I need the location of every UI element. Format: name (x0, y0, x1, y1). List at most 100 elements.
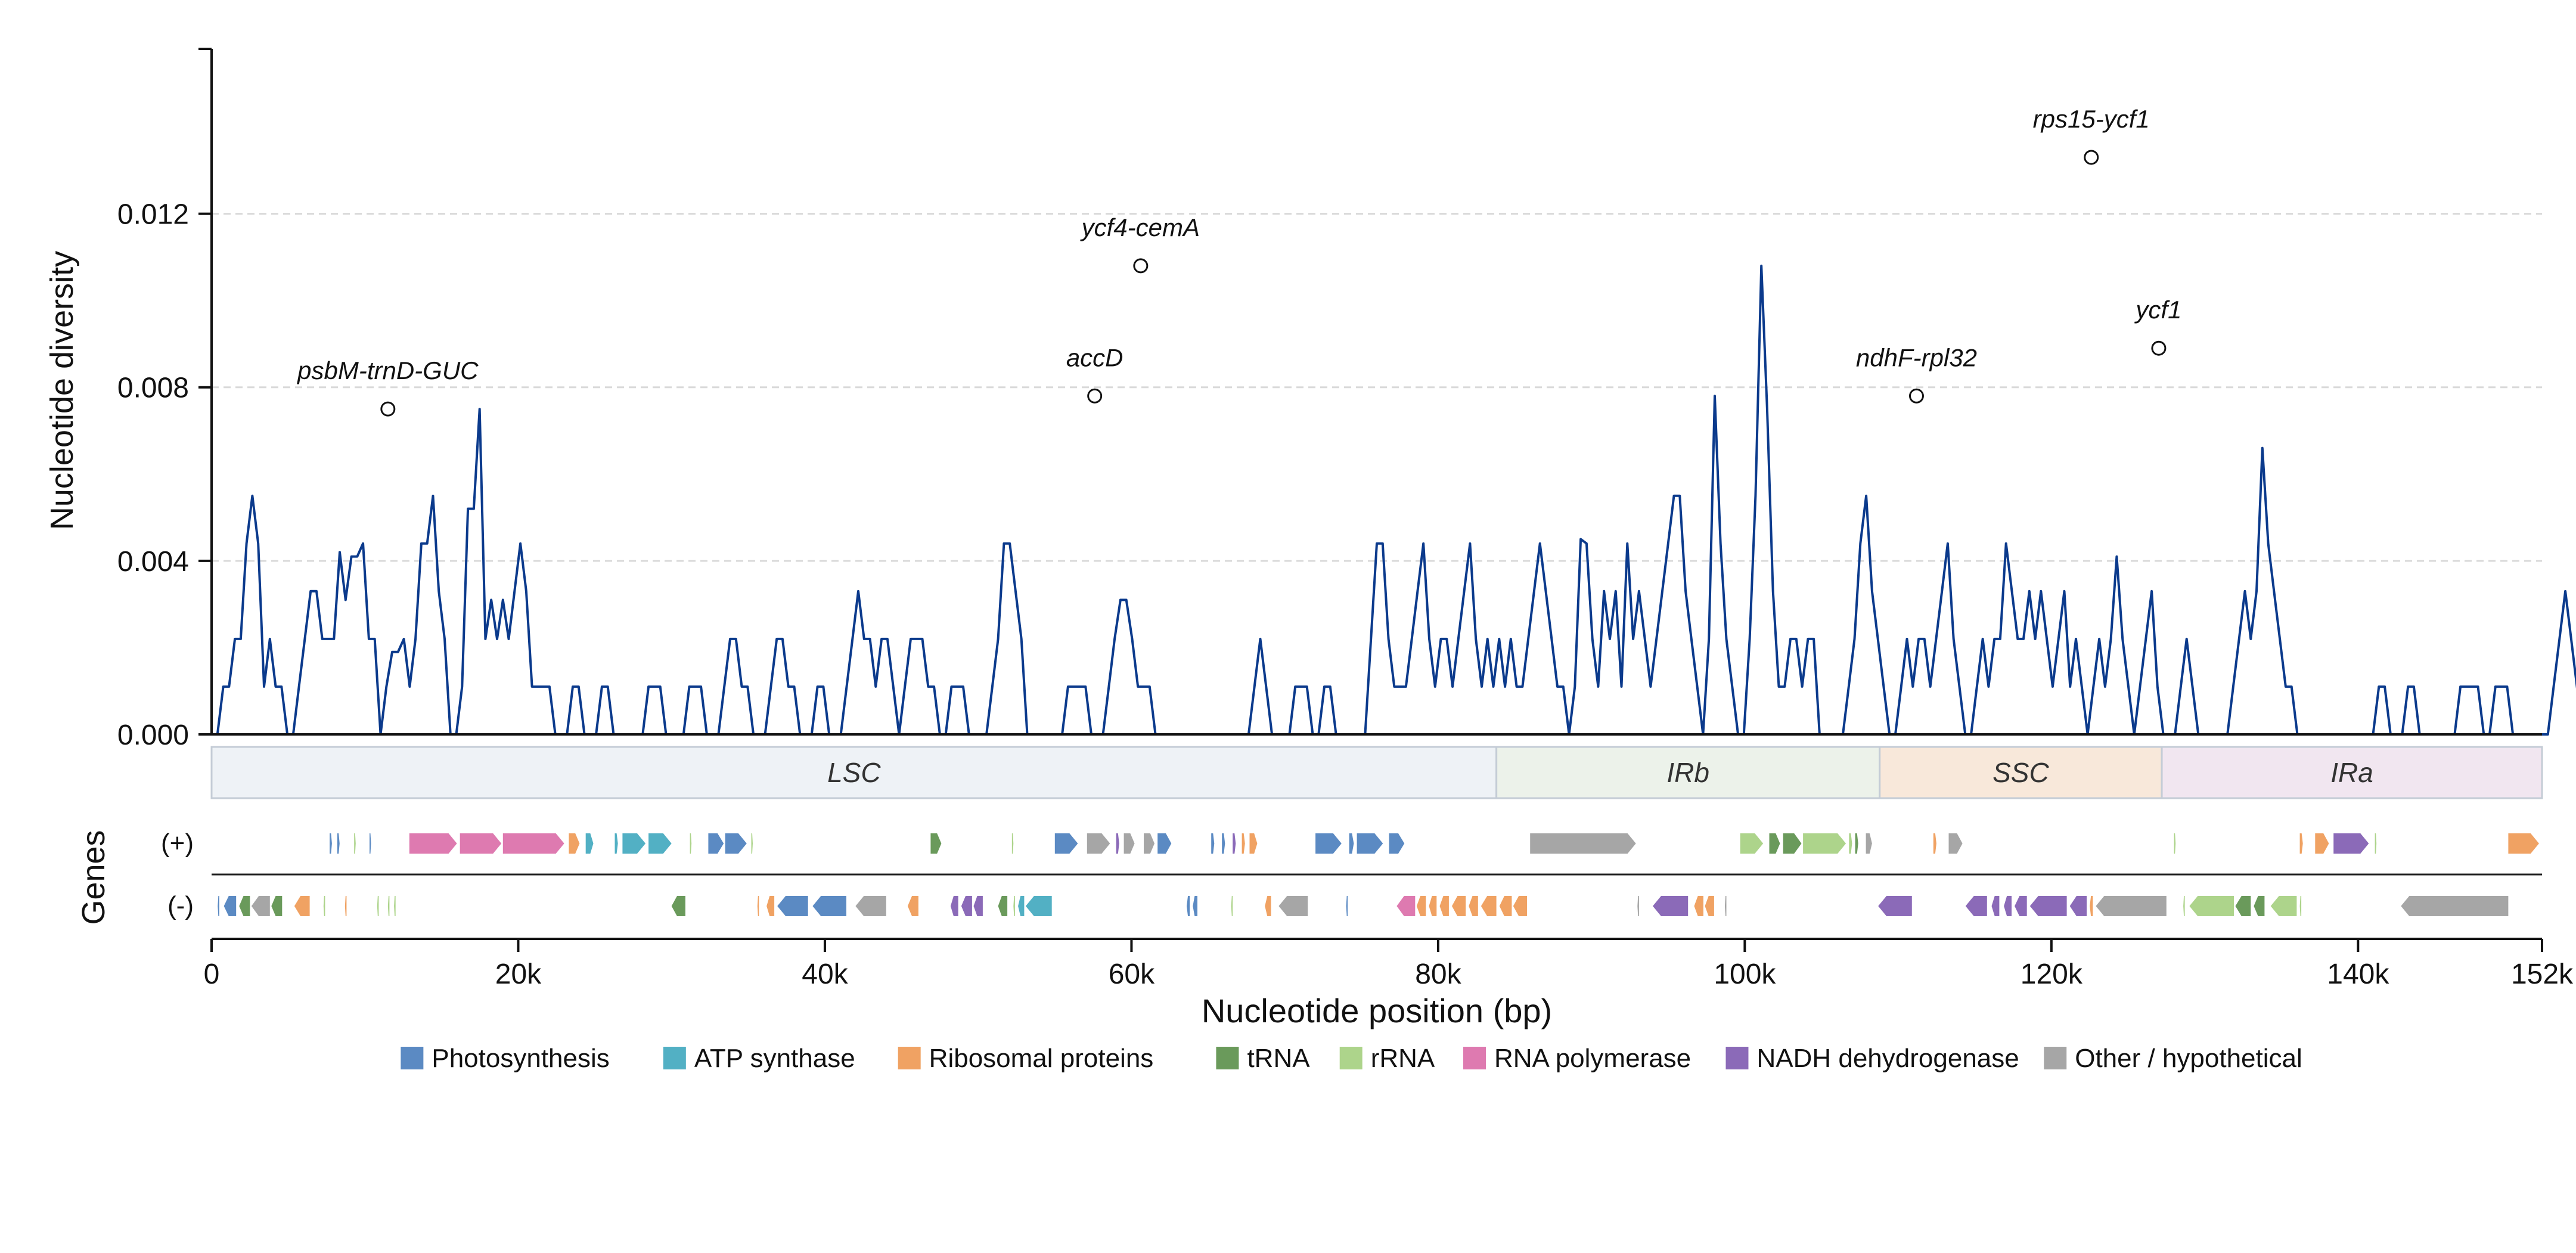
gene-plus-23 (1157, 833, 1172, 854)
gene-minus-77 (1265, 896, 1271, 916)
gene-minus-72 (1018, 896, 1025, 916)
gene-minus-98 (2015, 896, 2027, 916)
region-label-irb: IRb (1666, 757, 1709, 788)
peak-marker-3 (1908, 388, 1924, 404)
legend-label-4: rRNA (1371, 1044, 1435, 1073)
gene-plus-34 (1740, 833, 1764, 854)
y-axis-label: Nucleotide diversity (44, 251, 80, 530)
gene-plus-6 (502, 833, 564, 854)
gene-plus-45 (2315, 833, 2329, 854)
peak-label-4: rps15-ycf1 (2033, 105, 2150, 133)
gene-plus-25 (1222, 833, 1225, 854)
x-axis-label: Nucleotide position (bp) (1202, 992, 1552, 1029)
gene-minus-100 (2069, 896, 2087, 916)
legend-label-1: ATP synthase (694, 1044, 855, 1073)
gene-minus-84 (1452, 896, 1466, 916)
gene-plus-27 (1242, 833, 1245, 854)
gene-minus-86 (1481, 896, 1497, 916)
x-tick-label-1: 20k (495, 959, 542, 990)
gene-minus-76 (1231, 896, 1233, 916)
legend-swatch-0 (401, 1047, 424, 1069)
region-label-ira: IRa (2330, 757, 2373, 788)
x-tick-label-7: 140k (2327, 959, 2389, 990)
gene-plus-20 (1116, 833, 1119, 854)
gene-minus-68 (961, 896, 972, 916)
gene-plus-41 (1933, 833, 1936, 854)
gene-plus-31 (1357, 833, 1383, 854)
gene-minus-99 (2029, 896, 2067, 916)
gene-minus-65 (855, 896, 886, 916)
peak-marker-0 (380, 401, 396, 417)
x-tick-label-8: 152k (2511, 959, 2574, 990)
legend-label-5: RNA polymerase (1494, 1044, 1691, 1073)
gene-minus-91 (1694, 896, 1703, 916)
gene-minus-81 (1416, 896, 1426, 916)
legend-label-6: NADH dehydrogenase (1756, 1044, 2019, 1073)
gene-plus-11 (648, 833, 672, 854)
region-ssc (1879, 746, 2163, 799)
gene-plus-44 (2299, 833, 2303, 854)
legend-label-2: Ribosomal proteins (929, 1044, 1154, 1073)
x-tick-label-5: 100k (1714, 959, 1776, 990)
peak-label-1: accD (1066, 343, 1123, 371)
peak-marker-1 (1087, 388, 1103, 404)
gene-minus-66 (907, 896, 918, 916)
gene-minus-80 (1396, 896, 1416, 916)
gene-plus-2 (354, 833, 356, 854)
gene-minus-82 (1429, 896, 1437, 916)
gene-minus-74 (1187, 896, 1190, 916)
peak-label-5: ycf1 (2134, 296, 2181, 324)
y-tick-label-0: 0.000 (117, 719, 189, 751)
gene-minus-90 (1653, 896, 1689, 916)
gene-plus-15 (751, 833, 753, 854)
gene-plus-19 (1087, 833, 1110, 854)
x-tick-label-0: 0 (204, 959, 220, 990)
peak-label-3: ndhF-rpl32 (1856, 343, 1977, 371)
y-tick-label-2: 0.008 (117, 373, 189, 404)
gene-minus-107 (2270, 896, 2297, 916)
gene-plus-35 (1769, 833, 1780, 854)
gene-plus-13 (708, 833, 724, 854)
gene-minus-85 (1469, 896, 1478, 916)
peak-marker-2 (1133, 258, 1149, 274)
gene-minus-58 (387, 896, 390, 916)
gene-minus-92 (1705, 896, 1714, 916)
gene-plus-21 (1123, 833, 1135, 854)
gene-plus-48 (2508, 833, 2539, 854)
gene-minus-105 (2235, 896, 2251, 916)
gene-minus-53 (271, 896, 283, 916)
gene-plus-32 (1389, 833, 1405, 854)
region-ira (2161, 746, 2543, 799)
legend-swatch-2 (898, 1047, 921, 1069)
gene-minus-96 (1991, 896, 2000, 916)
gene-plus-7 (569, 833, 580, 854)
gene-plus-26 (1233, 833, 1236, 854)
gene-minus-64 (812, 896, 846, 916)
peak-marker-4 (2084, 150, 2099, 165)
gene-minus-73 (1025, 896, 1052, 916)
x-tick-label-6: 120k (2021, 959, 2083, 990)
gene-minus-88 (1513, 896, 1528, 916)
gene-minus-50 (224, 896, 237, 916)
gene-minus-71 (1013, 896, 1015, 916)
gene-minus-79 (1346, 896, 1348, 916)
gene-minus-69 (973, 896, 983, 916)
legend-swatch-5 (1463, 1047, 1486, 1069)
gene-minus-103 (2183, 896, 2185, 916)
strand-label-plus: (+) (161, 829, 194, 858)
gene-plus-30 (1349, 833, 1354, 854)
strand-label-minus: (-) (167, 891, 194, 920)
y-gridlines (212, 213, 2542, 562)
gene-minus-52 (251, 896, 270, 916)
legend-swatch-1 (663, 1047, 686, 1069)
gene-minus-97 (2004, 896, 2012, 916)
gene-minus-49 (218, 896, 219, 916)
region-irb (1495, 746, 1881, 799)
peak-label-0: psbM-trnD-GUC (296, 356, 479, 384)
gene-minus-75 (1193, 896, 1197, 916)
gene-minus-67 (950, 896, 958, 916)
gene-plus-33 (1530, 833, 1636, 854)
gene-minus-94 (1878, 896, 1912, 916)
gene-minus-56 (344, 896, 347, 916)
